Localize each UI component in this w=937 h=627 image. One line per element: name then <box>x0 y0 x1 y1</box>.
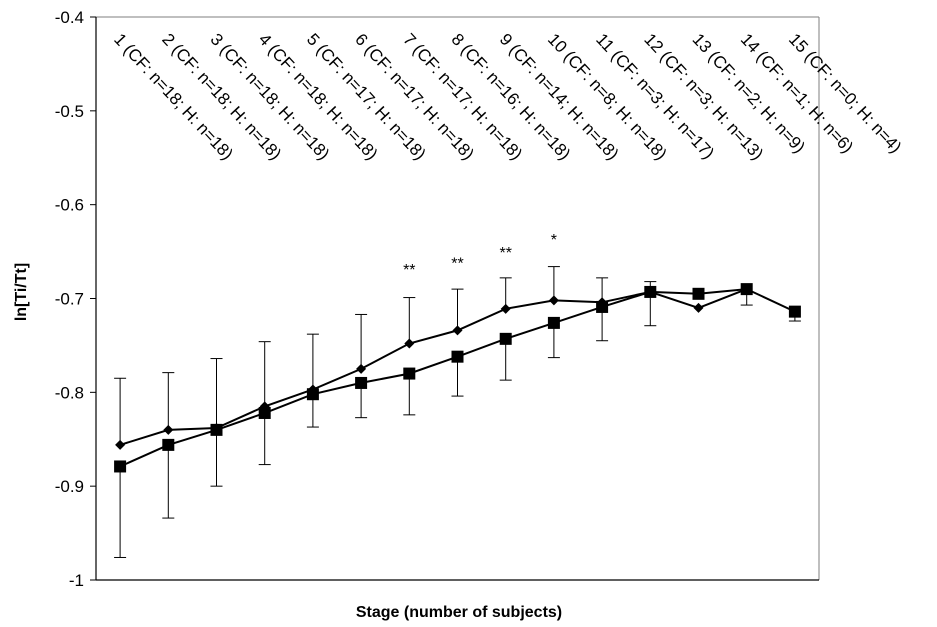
square-marker <box>258 406 271 419</box>
diamond-marker <box>404 338 415 349</box>
square-marker <box>210 423 223 436</box>
diamond-marker <box>548 295 559 306</box>
y-tick-label: -0.7 <box>55 290 84 309</box>
square-marker <box>692 287 705 300</box>
diamond-marker <box>356 363 367 374</box>
square-marker <box>451 350 464 363</box>
square-marker <box>355 376 368 389</box>
plot-frame <box>96 16 820 581</box>
y-tick-label: -0.6 <box>55 196 84 215</box>
y-tick-label: -1 <box>69 571 84 590</box>
square-marker <box>596 300 609 313</box>
significance-marker: ** <box>451 255 463 272</box>
diamond-marker <box>452 325 463 336</box>
diamond-marker <box>693 302 704 313</box>
diamond-marker <box>163 424 174 435</box>
y-tick-label: -0.9 <box>55 477 84 496</box>
y-axis-title: ln[Ti/Tt] <box>13 263 30 321</box>
y-tick-label: -0.8 <box>55 383 84 402</box>
square-marker <box>740 283 753 296</box>
x-axis-title: Stage (number of subjects) <box>356 604 562 621</box>
square-marker <box>788 305 801 318</box>
square-marker <box>547 316 560 329</box>
square-marker <box>403 367 416 380</box>
error-bars <box>114 266 801 558</box>
y-tick-label: -0.4 <box>55 8 84 27</box>
square-marker <box>499 332 512 345</box>
square-marker <box>114 460 127 473</box>
square-marker <box>644 285 657 298</box>
significance-marker: ** <box>499 245 511 262</box>
y-axis: -1 -0.9 -0.8 -0.7 -0.6 -0.5 -0.4 <box>55 8 97 590</box>
diamond-marker <box>115 439 126 450</box>
significance-marker: ** <box>403 262 415 279</box>
y-tick-label: -0.5 <box>55 102 84 121</box>
data-markers <box>114 283 801 473</box>
significance-marker: * <box>551 232 557 249</box>
significance-annotations: ** ***** <box>403 232 557 279</box>
square-marker <box>306 388 319 401</box>
square-marker <box>162 438 175 451</box>
diamond-marker <box>500 303 511 314</box>
